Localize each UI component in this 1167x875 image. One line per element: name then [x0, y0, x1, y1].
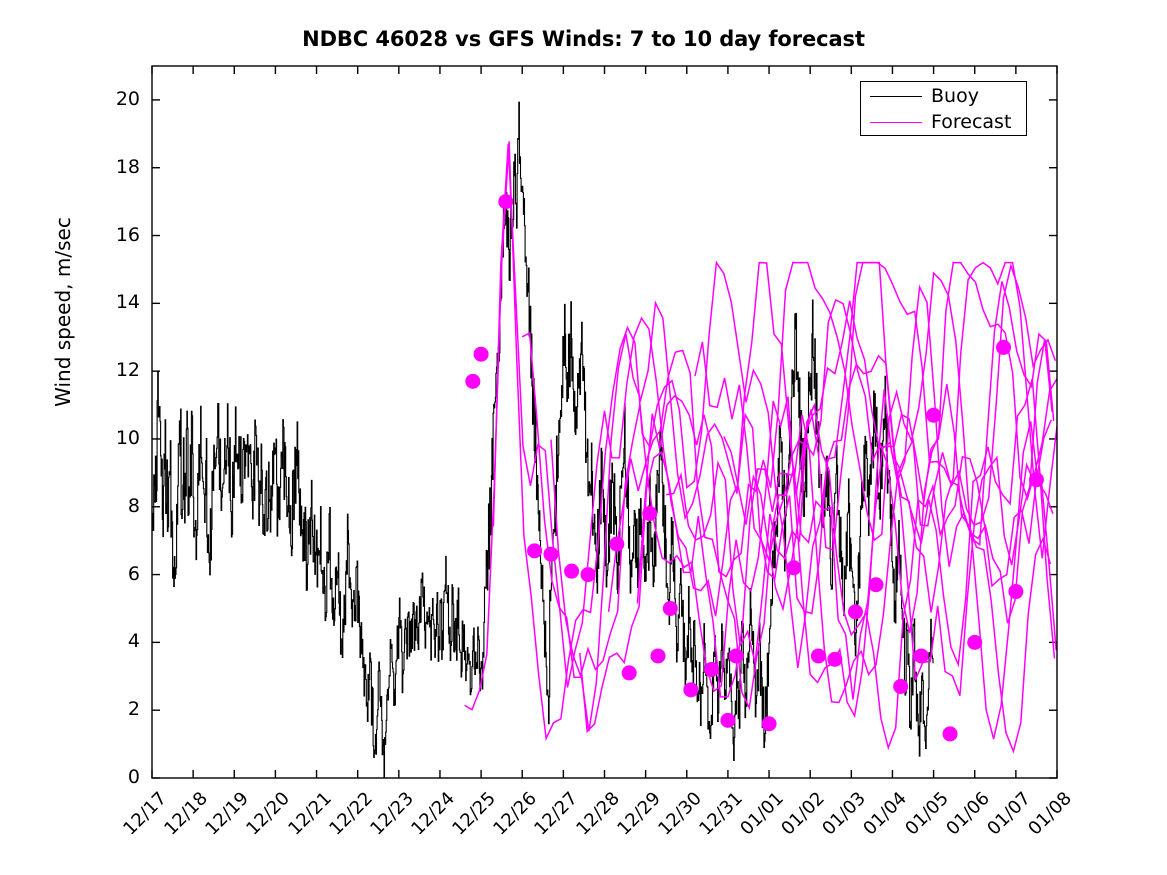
forecast-line	[550, 378, 1056, 719]
forecast-marker	[893, 678, 909, 694]
plot-frame	[151, 65, 1058, 779]
forecast-marker	[786, 560, 802, 576]
forecast-marker	[847, 604, 863, 620]
plot-background	[152, 66, 1057, 778]
forecast-marker	[543, 546, 559, 562]
forecast-line	[607, 284, 1054, 740]
forecast-line	[521, 261, 1057, 732]
forecast-marker	[996, 339, 1012, 355]
forecast-marker	[720, 712, 736, 728]
y-tick-label: 4	[127, 630, 140, 653]
forecast-marker	[703, 662, 719, 678]
forecast-line	[636, 261, 1053, 624]
y-tick-label: 6	[127, 562, 140, 585]
y-tick-label: 16	[115, 223, 140, 246]
legend-label-buoy: Buoy	[931, 85, 979, 107]
legend-item-forecast[interactable]: Forecast	[861, 109, 1026, 136]
forecast-marker	[868, 577, 884, 593]
legend[interactable]: Buoy Forecast	[860, 81, 1027, 136]
chart-title: NDBC 46028 vs GFS Winds: 7 to 10 day for…	[302, 27, 865, 51]
forecast-marker	[662, 600, 678, 616]
y-tick-label: 10	[115, 426, 140, 449]
forecast-marker	[621, 665, 637, 681]
forecast-marker	[642, 506, 658, 522]
forecast-line	[666, 402, 1052, 751]
y-tick-label: 12	[115, 359, 140, 382]
forecast-marker	[827, 651, 843, 667]
forecast-marker	[650, 648, 666, 664]
forecast-marker	[728, 648, 744, 664]
forecast-line	[464, 141, 1057, 742]
legend-item-buoy[interactable]: Buoy	[861, 83, 1026, 110]
forecast-marker	[1008, 584, 1024, 600]
forecast-marker	[564, 563, 580, 579]
y-tick-label: 20	[115, 87, 140, 110]
legend-line-forecast-icon	[870, 122, 922, 123]
y-tick-label: 8	[127, 494, 140, 517]
y-tick-label: 0	[127, 766, 140, 788]
forecast-marker	[498, 194, 514, 210]
forecast-marker	[913, 648, 929, 664]
forecast-marker	[942, 726, 958, 742]
forecast-marker	[761, 716, 777, 732]
y-tick-label: 18	[115, 155, 140, 178]
forecast-marker	[1028, 472, 1044, 488]
forecast-marker	[967, 634, 983, 650]
series-forecast	[464, 141, 1057, 754]
legend-label-forecast: Forecast	[931, 111, 1012, 133]
forecast-marker	[683, 682, 699, 698]
legend-line-buoy-icon	[870, 96, 922, 97]
forecast-marker	[810, 648, 826, 664]
forecast-marker	[609, 536, 625, 552]
forecast-marker	[527, 543, 543, 559]
forecast-marker	[926, 407, 942, 423]
forecast-marker	[473, 346, 489, 362]
y-tick-label: 14	[115, 291, 140, 314]
forecast-line	[694, 298, 1052, 754]
y-tick-label: 2	[127, 698, 140, 721]
forecast-line	[723, 261, 1057, 612]
series-buoy	[152, 101, 934, 778]
forecast-marker	[465, 373, 481, 389]
forecast-markers	[465, 194, 1044, 742]
buoy-line	[152, 101, 934, 778]
forecast-marker	[580, 567, 596, 583]
